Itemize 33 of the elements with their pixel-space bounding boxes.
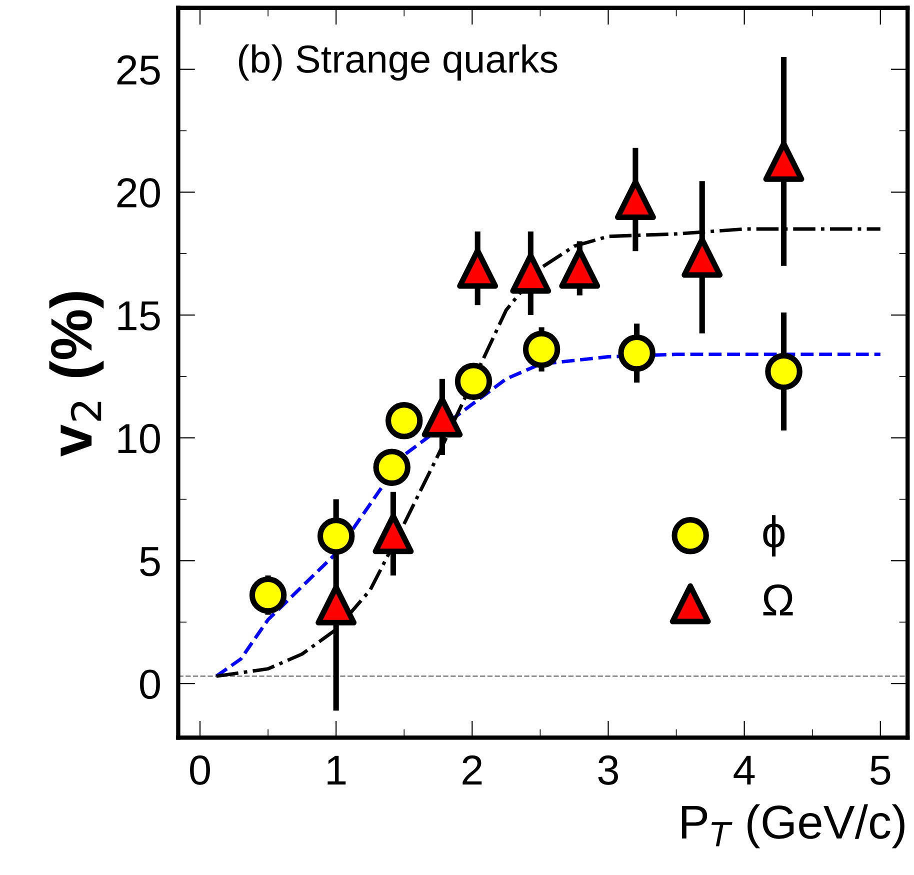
point — [386, 402, 423, 440]
x-tick-label: 5 — [870, 756, 890, 785]
y-tick-label: 25 — [117, 55, 160, 85]
y-axis-title: v$_{2}$ (%) — [49, 292, 104, 457]
point — [618, 334, 656, 372]
x-tick-label: 2 — [462, 755, 482, 784]
point — [249, 576, 287, 614]
x-tick-label: 0 — [190, 755, 210, 785]
point — [510, 252, 552, 294]
point — [454, 362, 492, 400]
y-tick-label: 0 — [140, 670, 160, 700]
point — [372, 513, 414, 554]
y-tick-label: 5 — [140, 547, 160, 576]
x-tick-label: 1 — [328, 756, 346, 784]
x-tick-label: 4 — [734, 756, 755, 784]
point — [765, 352, 802, 390]
x-axis-title: P$_{T}$ (GeV/c) — [682, 804, 904, 848]
point — [559, 248, 600, 289]
y-tick-label: 10 — [118, 424, 160, 454]
point — [614, 179, 656, 220]
y-tick-label: 15 — [118, 301, 160, 331]
point — [682, 236, 723, 278]
x-tick-label: 3 — [598, 755, 618, 785]
point — [457, 248, 498, 289]
line-series — [214, 352, 882, 678]
text: (b) Strange quarks — [238, 44, 558, 81]
point — [373, 448, 410, 486]
legend-label: Ω — [763, 584, 793, 616]
point — [316, 584, 357, 626]
legend-label: ϕ — [763, 515, 785, 557]
y-tick-label: 20 — [117, 178, 160, 208]
point — [522, 330, 560, 368]
point — [317, 518, 355, 555]
